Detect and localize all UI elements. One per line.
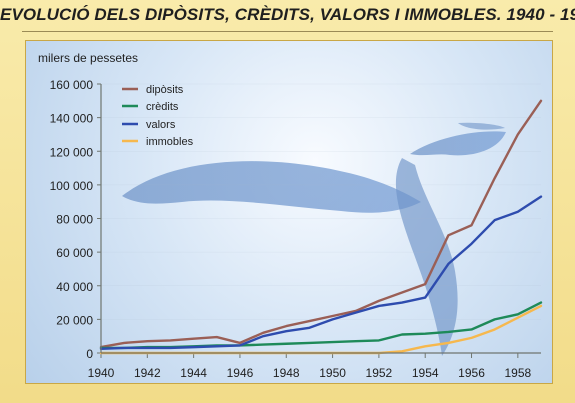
axis-lines: [100, 84, 541, 354]
x-tick-label-9: 1958: [504, 366, 531, 380]
tick-labels: 0 20 000 40 000 60 000 80 000 100 000 120 000 1…: [50, 78, 532, 380]
legend-label-credits: crèdits: [146, 101, 179, 113]
y-tick-label-7: 140 000: [50, 112, 94, 126]
y-axis-label: milers de pessetes: [38, 51, 138, 65]
chart-title: EVOLUCIÓ DELS DIPÒSITS, CRÈDITS, VALORS …: [0, 5, 575, 24]
x-tick-label-7: 1954: [412, 366, 439, 380]
legend-label-valors: valors: [146, 119, 176, 131]
x-tick-label-2: 1944: [180, 366, 207, 380]
x-tick-label-8: 1956: [458, 366, 485, 380]
x-tick-label-3: 1946: [227, 366, 254, 380]
y-tick-label-8: 160 000: [50, 78, 94, 92]
series-line-dipòsits: [99, 99, 543, 349]
title-divider: [22, 31, 553, 32]
y-tick-label-6: 120 000: [50, 145, 94, 159]
legend-label-immobles: immobles: [146, 136, 194, 148]
x-tick-label-0: 1940: [88, 366, 115, 380]
y-tick-label-3: 60 000: [56, 246, 93, 260]
series-line-valors: [99, 195, 543, 350]
y-tick-label-2: 40 000: [56, 280, 93, 294]
x-tick-label-1: 1942: [134, 366, 161, 380]
y-tick-label-5: 100 000: [50, 179, 94, 193]
fish-watermark: [122, 122, 506, 356]
y-tick-label-0: 0: [86, 347, 93, 361]
x-tick-label-4: 1948: [273, 366, 300, 380]
y-tick-label-4: 80 000: [56, 213, 93, 227]
x-tick-label-6: 1952: [366, 366, 393, 380]
legend-label-diposits: dipòsits: [146, 84, 184, 96]
legend: dipòsits crèdits valors immobles: [122, 84, 194, 148]
y-tick-label-1: 20 000: [56, 313, 93, 327]
x-tick-label-5: 1950: [319, 366, 346, 380]
